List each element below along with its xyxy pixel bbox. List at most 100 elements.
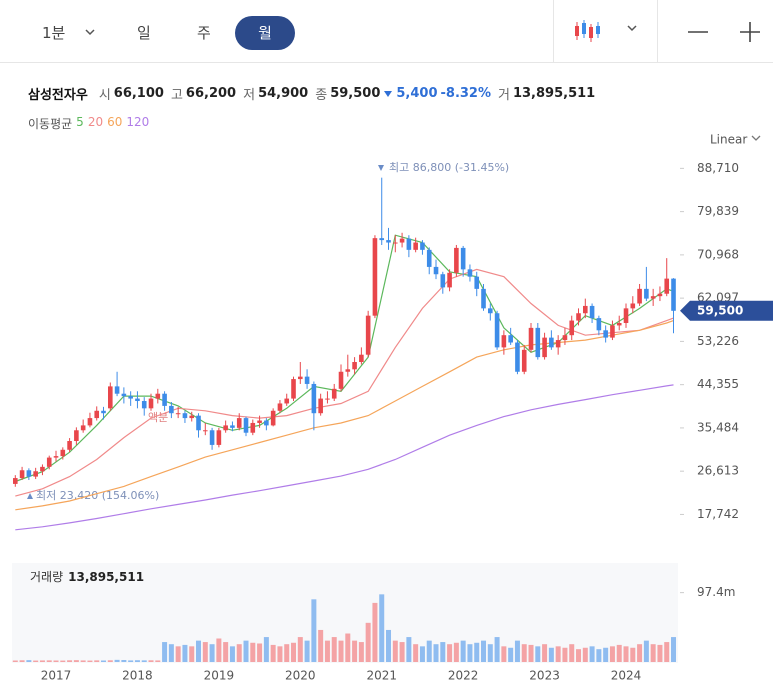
candle-body	[474, 276, 480, 289]
volume-bar	[223, 642, 229, 662]
candle-body	[535, 327, 541, 358]
candle-body	[508, 335, 513, 343]
candle-body	[175, 413, 181, 415]
volume-bar	[189, 646, 195, 662]
volume-bar	[548, 647, 554, 662]
ma-legend-item[interactable]: 120	[126, 115, 150, 129]
ma-lines	[15, 234, 674, 531]
high-marker	[378, 165, 384, 171]
candle-body	[372, 238, 378, 316]
candle-body	[413, 242, 418, 250]
candle-body	[420, 242, 425, 250]
x-tick-label: 2022	[448, 669, 479, 683]
volume-bar	[39, 660, 45, 662]
candle-body	[440, 274, 446, 288]
volume-total: 13,895,511	[68, 570, 144, 584]
volume-bar	[94, 660, 100, 662]
candle-body	[406, 238, 412, 250]
volume-bar	[576, 649, 582, 662]
volume-bar	[603, 647, 609, 662]
volume-bar	[358, 642, 364, 662]
volume-bar	[447, 644, 453, 662]
volume-bar	[250, 642, 256, 662]
high-label: 고	[170, 88, 183, 103]
volume-bar	[46, 660, 52, 662]
x-tick-label: 2019	[204, 669, 235, 683]
x-tick-label: 2021	[366, 669, 397, 683]
volume-bar	[277, 646, 283, 662]
volume-bar	[372, 602, 378, 662]
volume-bar	[386, 629, 392, 662]
ma-line	[15, 234, 674, 483]
ma-legend-item[interactable]: 20	[87, 115, 104, 129]
candle-body	[141, 401, 147, 409]
zoom-out[interactable]	[686, 22, 710, 42]
y-tick-label: 35,484	[697, 420, 739, 434]
type-chevron[interactable]	[626, 24, 638, 34]
price-tag	[680, 300, 773, 321]
volume-bar	[67, 660, 73, 662]
candle-body	[576, 313, 581, 321]
volume-bar	[141, 660, 147, 662]
candle-body	[610, 325, 615, 338]
candle-body	[562, 335, 568, 341]
quote-header: 삼성전자우 시 66,100 고 66,200 저 54,900 종 59,500 5,…	[28, 84, 599, 103]
candle-body	[454, 247, 459, 273]
volume-bar	[114, 659, 120, 662]
candle-body	[291, 379, 296, 399]
tab-month[interactable]: 월	[235, 16, 295, 50]
volume-bar	[419, 646, 425, 662]
candle-body	[352, 362, 357, 370]
volume-bar	[216, 638, 222, 662]
ma-legend-item[interactable]: 60	[107, 115, 123, 129]
candle-body	[447, 272, 452, 288]
tab-chevron[interactable]	[84, 28, 96, 38]
volume-bar	[182, 644, 188, 662]
candle-body	[393, 242, 398, 244]
volume-bar	[121, 660, 127, 662]
volume-bar	[33, 660, 39, 662]
volume-bar	[440, 642, 446, 662]
candle-body	[53, 456, 59, 458]
candle-body	[386, 240, 391, 243]
volume-bar	[542, 644, 548, 662]
volume-bar	[53, 660, 59, 662]
volume-bar	[60, 660, 66, 662]
volume-bar	[426, 640, 432, 662]
candle-body	[549, 337, 554, 348]
ma-line	[15, 320, 674, 511]
volume-bar	[589, 646, 595, 662]
candle-body	[284, 398, 290, 404]
candle-type-icon[interactable]	[574, 18, 604, 44]
candle-body	[101, 410, 106, 414]
volume-bar	[392, 640, 398, 662]
candle-body	[277, 403, 283, 411]
tab-minute[interactable]: 1분	[42, 24, 66, 42]
volume-bar	[257, 643, 263, 662]
volume-bar	[12, 660, 18, 662]
candle-body	[460, 247, 466, 270]
candle-body	[664, 278, 670, 294]
volume-bar	[352, 640, 358, 662]
volume-bar	[19, 660, 25, 662]
zoom-in[interactable]	[739, 21, 761, 43]
volume-bar	[175, 646, 181, 662]
candle-body	[515, 342, 520, 372]
volume-bar	[304, 640, 310, 662]
candle-body	[521, 349, 527, 372]
candle-body	[426, 249, 432, 267]
ma-legend-item[interactable]: 5	[76, 115, 84, 129]
volume-bar	[467, 644, 473, 662]
candle-body	[250, 422, 256, 433]
volume-bar	[399, 642, 405, 662]
volume-bar	[73, 660, 79, 662]
volume-bar	[596, 649, 602, 662]
tab-day[interactable]: 일	[137, 24, 151, 42]
volume: 13,895,511	[512, 86, 596, 101]
scale-label[interactable]: Linear	[710, 133, 747, 147]
ma-line	[15, 384, 674, 531]
candle-body	[114, 386, 120, 394]
scale-chevron[interactable]	[751, 135, 761, 141]
tab-week[interactable]: 주	[197, 24, 211, 42]
x-tick-label: 2024	[611, 669, 642, 683]
